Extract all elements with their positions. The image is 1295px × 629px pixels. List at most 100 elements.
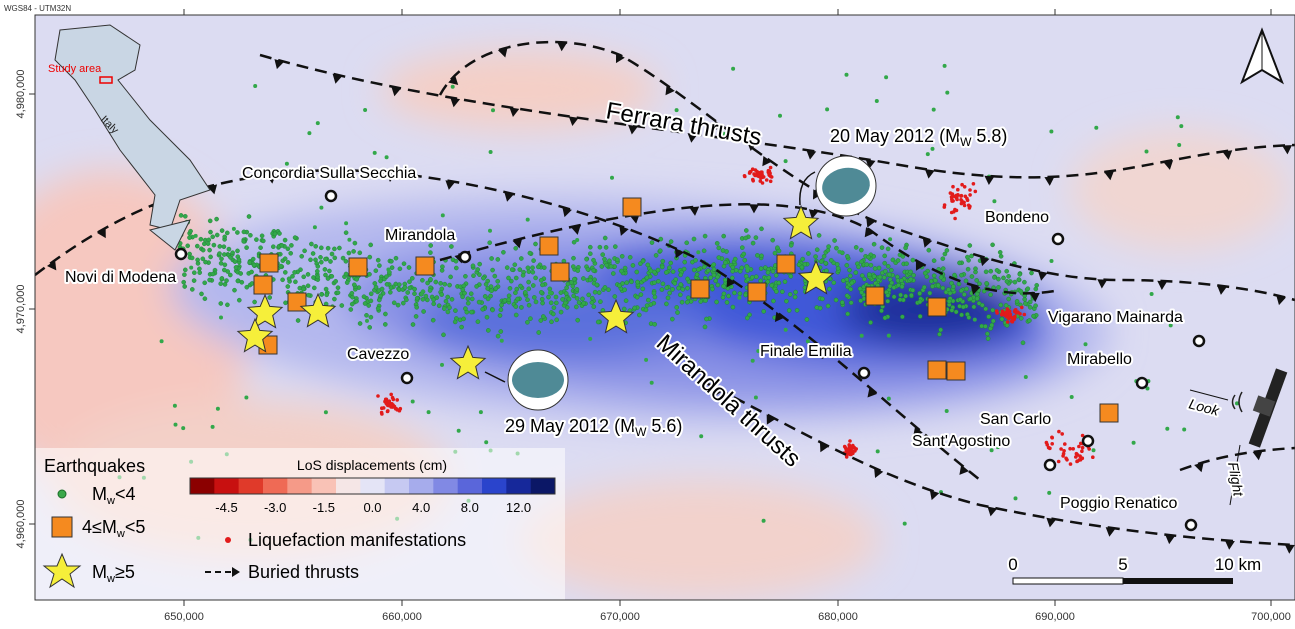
quake-dot (547, 286, 553, 292)
quake-dot (509, 267, 515, 272)
thrust-tooth (865, 159, 876, 169)
thrust-tooth (509, 107, 520, 118)
quake-dot (784, 298, 789, 304)
quake-dot (282, 256, 288, 262)
liquefaction-dot (956, 187, 960, 192)
quake-dot (225, 302, 230, 308)
town-marker (857, 366, 871, 380)
quake-dot (885, 298, 891, 304)
quake-dot (373, 268, 379, 274)
quake-dot (885, 246, 891, 252)
quake-dot (897, 297, 903, 303)
quake-dot (603, 245, 609, 250)
quake-dot (378, 293, 384, 299)
thrust-tooth (808, 209, 819, 220)
quake-dot (335, 290, 341, 296)
quake-dot (646, 297, 651, 303)
quake-dot (539, 289, 544, 295)
thrust-tooth (325, 169, 336, 180)
quake-dot (988, 268, 994, 274)
quake-dot (219, 276, 225, 281)
quake-dot (382, 322, 388, 327)
quake-dot (602, 256, 607, 262)
quake-dot (858, 298, 864, 304)
quake-dot (788, 273, 794, 279)
liquefaction-dot (965, 198, 970, 202)
thrust-tooth (713, 386, 723, 398)
quake-dot (610, 175, 614, 180)
quake-dot (253, 84, 258, 88)
quake-star (597, 298, 635, 334)
quake-dot (1049, 259, 1054, 263)
quake-dot (660, 281, 666, 287)
quake-dot (335, 285, 341, 291)
legend-text: M (92, 484, 107, 504)
quake-dot (513, 275, 519, 281)
quake-dot (188, 228, 193, 234)
quake-dot (833, 297, 839, 303)
liquefaction-dot (1077, 444, 1081, 449)
quake-dot (983, 269, 989, 275)
quake-dot (325, 245, 331, 251)
quake-dot (575, 238, 580, 242)
quake-dot (525, 319, 530, 325)
quake-dot (475, 267, 481, 272)
quake-dot (434, 295, 440, 300)
quake-dot (940, 256, 946, 262)
quake-dot (794, 307, 800, 313)
quake-dot (721, 283, 726, 289)
liquefaction-dot (1016, 310, 1020, 315)
liquefaction-dot (397, 408, 402, 413)
quake-dot (210, 234, 215, 240)
thrust-tooth (866, 217, 876, 228)
quake-dot (351, 249, 356, 254)
quake-dot (959, 312, 964, 318)
liquefaction-dot (1063, 442, 1067, 446)
colorbar-cell (384, 478, 410, 494)
quake-dot (530, 265, 535, 271)
quake-dot (386, 267, 391, 272)
quake-dot (388, 285, 394, 291)
quake-dot (214, 216, 219, 222)
quake-dot (490, 307, 495, 313)
quake-dot (871, 274, 877, 279)
quake-dot (1023, 301, 1028, 306)
quake-dot (772, 250, 778, 256)
quake-dot (376, 297, 382, 303)
quake-dot (441, 332, 446, 338)
legend-item: Buried thrusts (248, 562, 359, 582)
quake-dot (787, 292, 793, 297)
quake-dot (681, 266, 687, 272)
colorbar-cell (530, 478, 556, 494)
thrust-tooth (913, 426, 923, 437)
liquefaction-dot (391, 397, 396, 402)
quake-dot (307, 131, 312, 136)
quake-dot (461, 316, 466, 322)
frame (34, 14, 1295, 601)
quake-dot (881, 275, 887, 280)
quake-dot (983, 306, 989, 312)
quake-dot (495, 257, 501, 262)
town-label: Novi di Modena (65, 269, 176, 286)
quake-dot (670, 287, 675, 292)
quake-dot (753, 235, 759, 240)
thrust-tooth (762, 155, 772, 167)
colorbar-cell (190, 478, 215, 494)
quake-dot (771, 298, 776, 304)
quake-dot (753, 395, 758, 400)
quake-dot (799, 264, 805, 270)
quake-dot (624, 280, 630, 286)
quake-dot (984, 281, 989, 286)
quake-dot (551, 311, 556, 317)
quake-dot (682, 259, 688, 265)
quake-dot (875, 449, 880, 454)
colorbar-tick: 4.0 (412, 500, 430, 515)
quake-dot (315, 274, 321, 280)
quake-dot (244, 245, 249, 250)
quake-dot (859, 259, 864, 265)
quake-dot (241, 229, 247, 235)
liquefaction-dot (384, 401, 389, 406)
thrust-tooth (1105, 527, 1116, 537)
